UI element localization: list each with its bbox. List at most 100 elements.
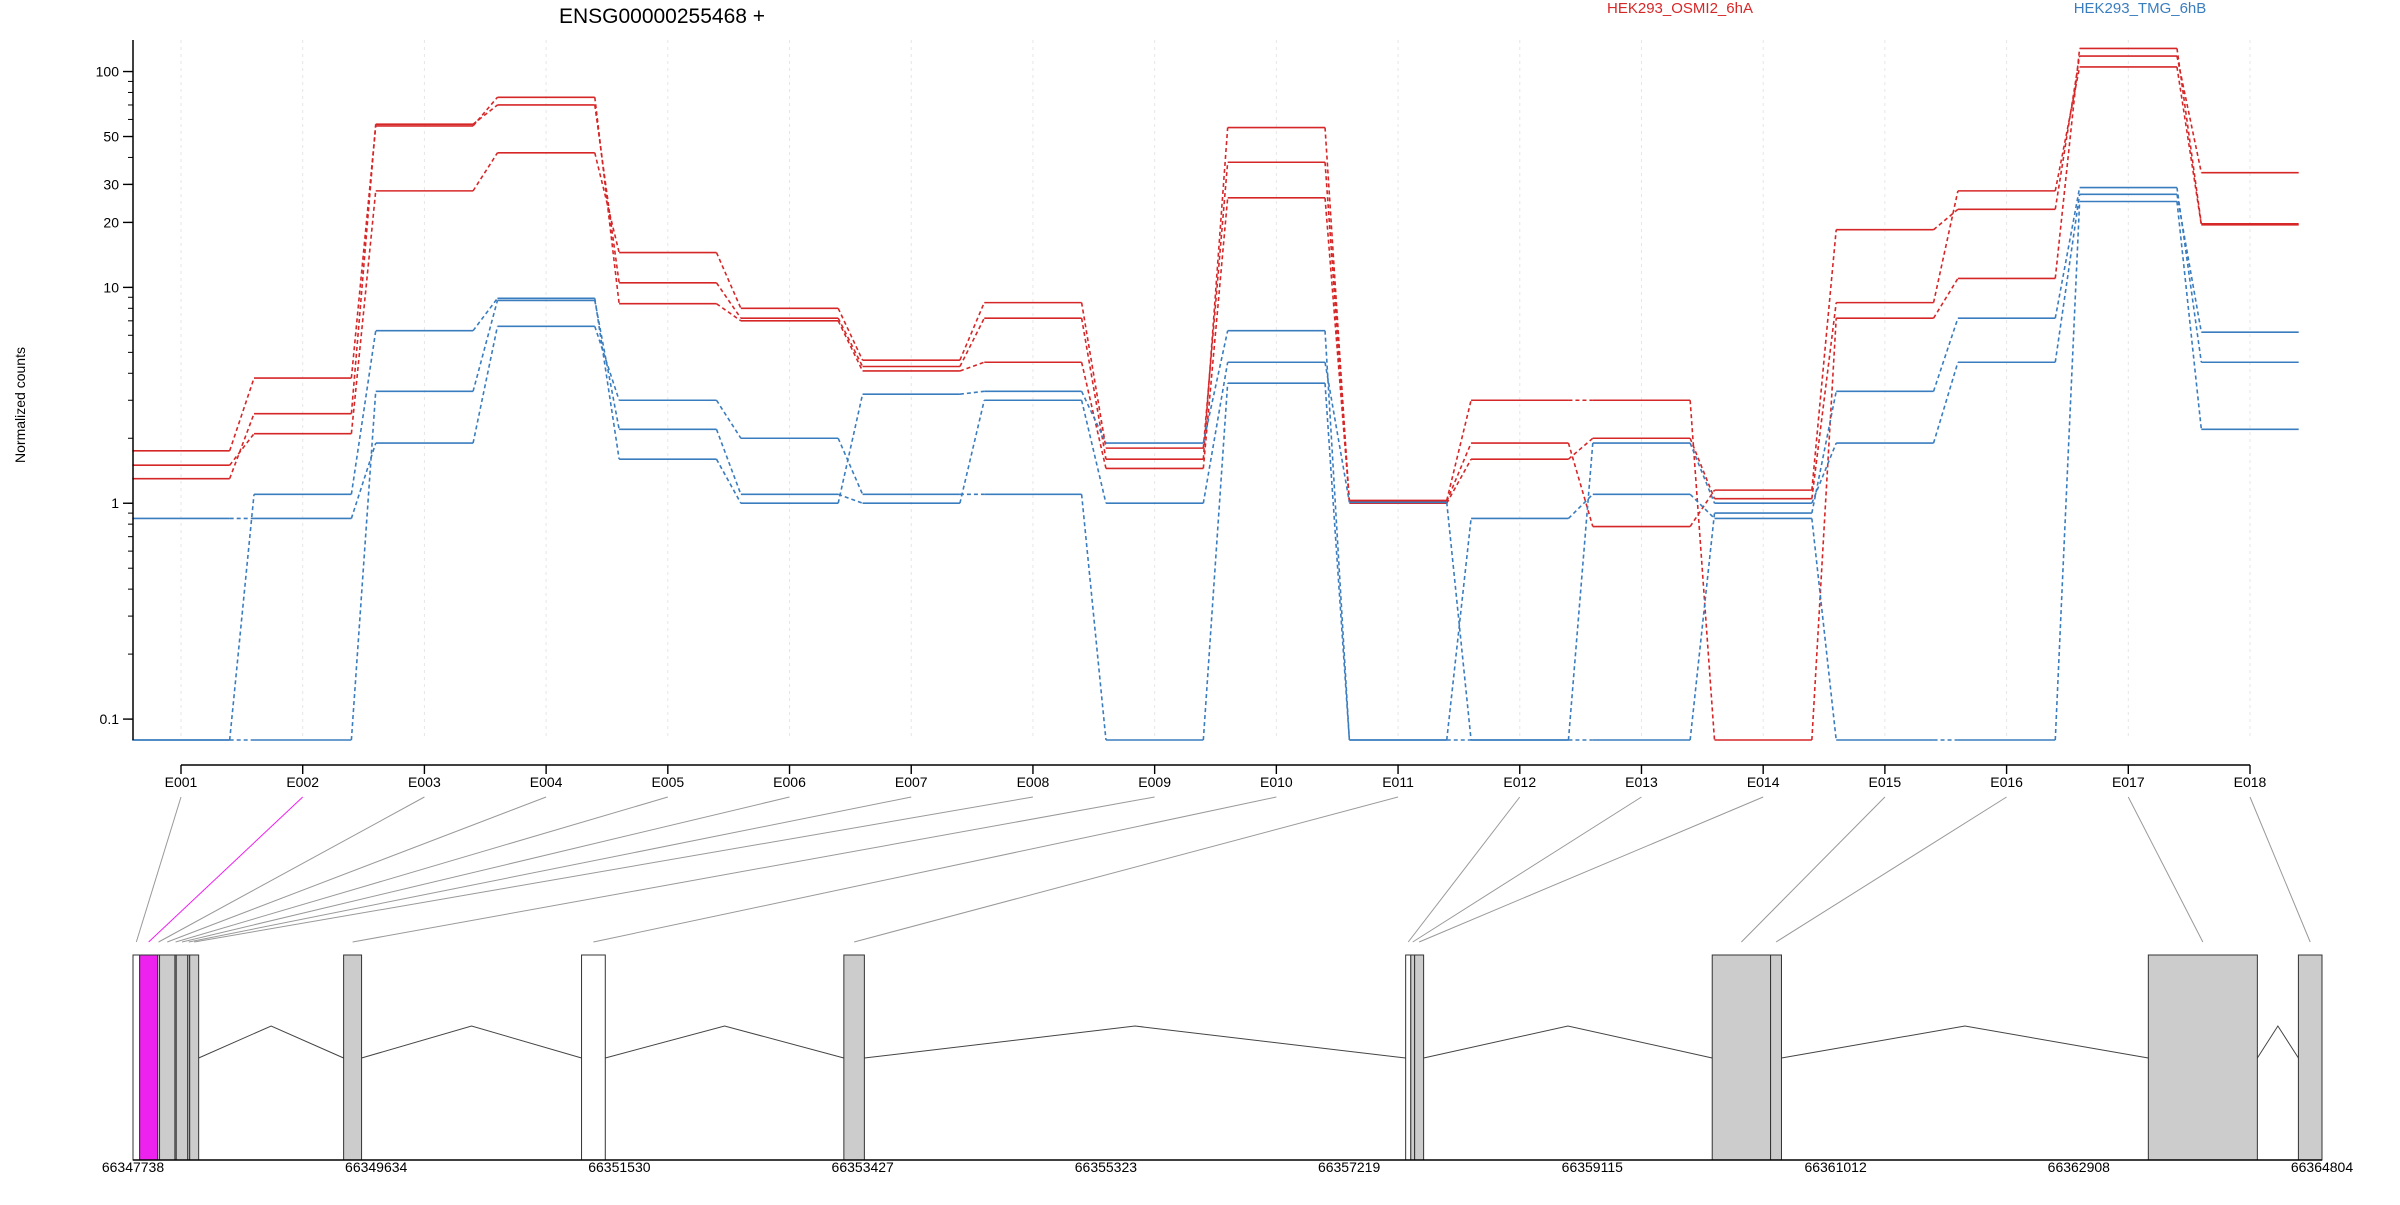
genomic-tick-label-4: 66355323 [1075, 1159, 1138, 1175]
exon-block-e015 [1711, 954, 1772, 1161]
exon-block-e012 [1405, 954, 1412, 1161]
genomic-tick-label-3: 66353427 [832, 1159, 895, 1175]
legend-entry-osmi2: HEK293_OSMI2_6hA [1607, 0, 1753, 17]
x-tick-label-e004: E004 [530, 774, 563, 790]
series-3-link-3 [472, 326, 499, 444]
x-tick-label-e007: E007 [895, 774, 928, 790]
exon-block-e017 [2147, 954, 2258, 1161]
series-2-link-3 [472, 96, 499, 127]
series-4-link-3 [472, 300, 499, 392]
series-5-link-8 [1080, 390, 1107, 444]
series-5-link-6 [837, 394, 864, 504]
series-1-link-3 [472, 104, 498, 125]
series-2-link-15 [1932, 278, 1959, 319]
series-4-link-11 [1445, 502, 1472, 741]
intron-16 [1781, 1025, 2149, 1059]
series-1-link-1 [228, 413, 255, 479]
connector-e006 [181, 796, 790, 943]
series-3-link-17 [2176, 201, 2203, 430]
x-tick-label-e010: E010 [1260, 774, 1293, 790]
x-tick-label-e005: E005 [651, 774, 684, 790]
connector-group [135, 796, 2311, 943]
x-tick-label-e017: E017 [2112, 774, 2145, 790]
legend-entry-tmg: HEK293_TMG_6hB [2074, 0, 2207, 17]
exon-block-e004 [159, 954, 176, 1161]
series-1-link-17 [2176, 66, 2203, 225]
series-2-link-6 [837, 320, 864, 372]
intron-10 [605, 1025, 844, 1059]
exon-block-e016 [1770, 954, 1782, 1161]
series-2-link-2 [350, 125, 377, 379]
series-0-link-15 [1933, 208, 1959, 231]
series-0-link-14 [1811, 229, 1837, 491]
series-2-link-16 [2054, 48, 2081, 279]
series-4-link-15 [1932, 362, 1959, 444]
chart-title: ENSG00000255468 + [559, 5, 765, 28]
series-5-link-17 [2176, 187, 2203, 363]
series-1-link-16 [2054, 66, 2081, 192]
x-tick-label-e003: E003 [408, 774, 441, 790]
connector-e011 [853, 796, 1399, 943]
connector-e015 [1741, 796, 1886, 943]
series-3-link-10 [1324, 383, 1351, 741]
series-0-link-1 [229, 433, 255, 466]
connector-e009 [352, 796, 1155, 943]
series-1-link-9 [1202, 127, 1229, 460]
connector-e003 [158, 796, 425, 943]
exon-block-e002 [139, 954, 159, 1161]
genomic-tick-label-9: 66364804 [2291, 1159, 2354, 1175]
series-0 [132, 55, 2299, 528]
intron-17 [2256, 1025, 2299, 1059]
x-tick-label-e001: E001 [165, 774, 198, 790]
series-5-link-15 [1932, 317, 1959, 392]
series-5-link-5 [715, 458, 742, 504]
connector-e018 [2249, 796, 2311, 943]
series-4-link-7 [959, 400, 986, 504]
x-tick-label-e002: E002 [286, 774, 319, 790]
y-tick-label-6: 100 [96, 64, 120, 80]
series-4-link-2 [350, 391, 377, 741]
connector-e002 [148, 796, 304, 943]
x-tick-label-e015: E015 [1869, 774, 1902, 790]
x-tick-label-e013: E013 [1625, 774, 1658, 790]
series-1-link-4 [594, 104, 620, 283]
exon-block-e006 [175, 954, 189, 1161]
series-2-link-1 [228, 377, 255, 452]
series-1-link-14 [1811, 302, 1837, 499]
axes-group: 0.1 1 10 20 30 50 100 E001 E002 E003 E004 E005 E006 E… [96, 40, 2267, 790]
series-0-link-5 [715, 252, 742, 309]
series-4-link-10 [1324, 362, 1351, 503]
x-tick-label-e009: E009 [1138, 774, 1171, 790]
y-tick-label-1: 1 [111, 495, 119, 511]
intron-11 [864, 1025, 1406, 1059]
series-2-link-4 [594, 97, 620, 304]
series-1-link-6 [837, 317, 864, 367]
exon-block-e001 [132, 954, 141, 1161]
series-2-link-7 [959, 361, 985, 372]
series-3-link-8 [1080, 494, 1107, 741]
genomic-tick-label-6: 66359115 [1562, 1159, 1623, 1175]
series-0-link-12 [1567, 442, 1594, 527]
series-1-link-7 [959, 317, 985, 367]
x-tick-label-e018: E018 [2234, 774, 2267, 790]
x-tick-label-e014: E014 [1747, 774, 1780, 790]
connector-e014 [1418, 796, 1764, 943]
series-4-link-8 [1080, 400, 1107, 504]
series-2-link-11 [1445, 400, 1472, 501]
intron-8 [198, 1025, 344, 1059]
y-tick-label-3: 20 [103, 214, 119, 230]
connector-e005 [175, 796, 668, 943]
exon-block-e014 [1414, 954, 1425, 1161]
intron-9 [361, 1025, 582, 1059]
series-0-link-9 [1202, 162, 1229, 449]
series-5-link-4 [594, 298, 620, 460]
series-2-link-14 [1811, 318, 1837, 741]
series-1-link-15 [1932, 190, 1959, 303]
exon-block-e010 [581, 954, 606, 1161]
x-tick-label-e012: E012 [1503, 774, 1536, 790]
series-5-link-9 [1202, 330, 1229, 444]
series-3-link-2 [350, 442, 377, 519]
series-2-link-9 [1202, 197, 1229, 469]
x-tick-label-e016: E016 [1990, 774, 2023, 790]
connector-e007 [188, 796, 912, 943]
